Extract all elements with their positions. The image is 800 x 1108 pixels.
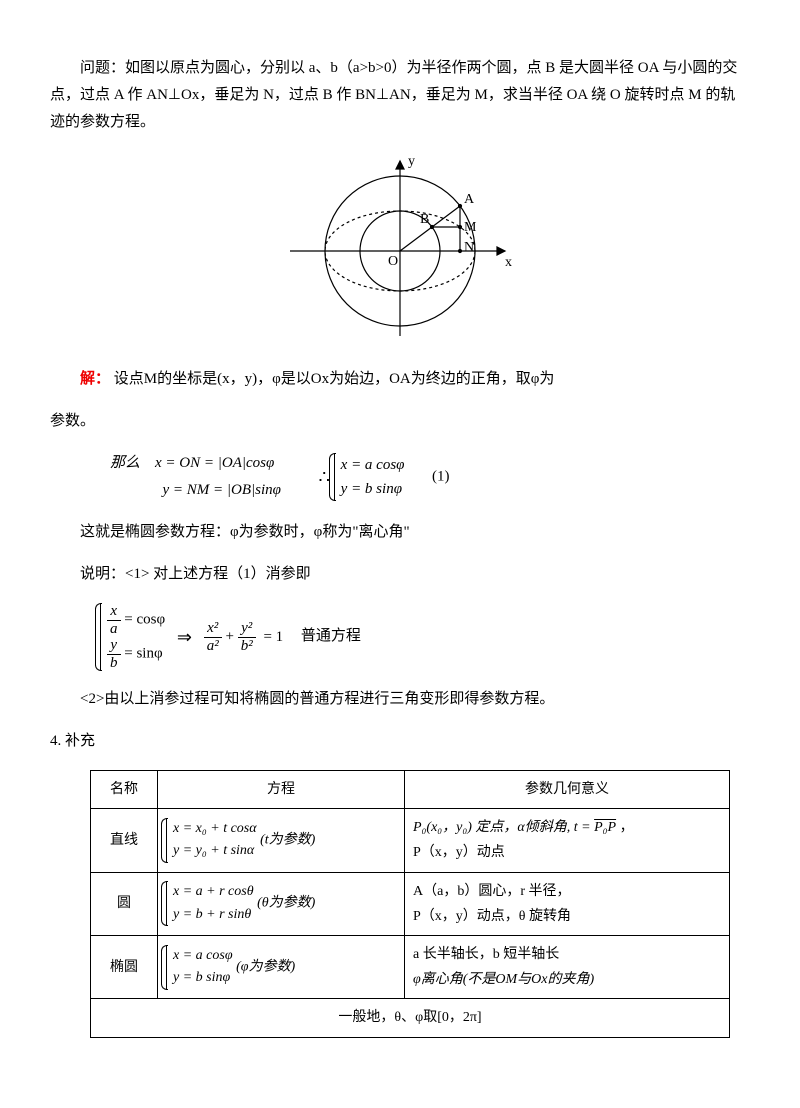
cell-circle-name: 圆 [91, 872, 158, 935]
equation-block-2: xa = cosφ yb = sinφ ⇒ x²a² + y²b² = 1 普通… [100, 603, 750, 671]
problem-statement: 问题：如图以原点为圆心，分别以 a、b（a>b>0）为半径作两个圆，点 B 是大… [50, 55, 750, 136]
solution-intro-tail: 参数。 [50, 408, 750, 435]
cell-ellipse-eq: x = a cosφ y = b sinφ (φ为参数) [158, 935, 405, 998]
cell-ellipse-meaning: a 长半轴长，b 短半轴长 φ离心角(不是OM与Ox的夹角) [405, 935, 730, 998]
supplement-title: 4. 补充 [50, 728, 750, 755]
ordinary-eq-label: 普通方程 [287, 628, 361, 644]
solution-intro: 解： 设点M的坐标是(x，y)，φ是以Ox为始边，OA为终边的正角，取φ为 [50, 366, 750, 393]
table-footer-row: 一般地，θ、φ取[0，2π] [91, 999, 730, 1037]
point-B-label: B [420, 212, 429, 227]
eq-xON: 那么 x = ON = |OA|cosφ [110, 450, 281, 477]
table-header-row: 名称 方程 参数几何意义 [91, 771, 730, 809]
solution-intro-text: 设点M的坐标是(x，y)，φ是以Ox为始边，OA为终边的正角，取φ为 [114, 371, 555, 387]
th-eq: 方程 [158, 771, 405, 809]
origin-label: O [388, 254, 398, 269]
axis-y-label: y [408, 154, 415, 169]
cell-line-meaning: P₀(x₀，y₀) 定点，α倾斜角, t = P₀P ， P（x，y）动点 [405, 809, 730, 872]
solution-label: 解： [80, 371, 110, 387]
cell-circle-meaning: A（a，b）圆心，r 半径， P（x，y）动点，θ 旋转角 [405, 872, 730, 935]
explain-1: 说明：<1> 对上述方程（1）消参即 [50, 561, 750, 588]
axis-x-label: x [505, 255, 512, 270]
point-M-label: M [464, 220, 477, 235]
cell-line-eq: x = x₀ + t cosα y = y₀ + t sinα (t为参数) [158, 809, 405, 872]
sys-row-y: y = b sinφ [341, 477, 405, 501]
cell-line-name: 直线 [91, 809, 158, 872]
arrow-implies: ⇒ [169, 627, 200, 647]
table-row-line: 直线 x = x₀ + t cosα y = y₀ + t sinα (t为参数… [91, 809, 730, 872]
explain-2: <2>由以上消参过程可知将椭圆的普通方程进行三角变形即得参数方程。 [50, 686, 750, 713]
equation-block-1: 那么 x = ON = |OA|cosφ y = NM = |OB|sinφ ∴… [110, 450, 750, 504]
th-name: 名称 [91, 771, 158, 809]
cell-ellipse-name: 椭圆 [91, 935, 158, 998]
point-N-label: N [464, 240, 474, 255]
supplement-table: 名称 方程 参数几何意义 直线 x = x₀ + t cosα y = y₀ +… [90, 770, 730, 1038]
table-row-circle: 圆 x = a + r cosθ y = b + r sinθ (θ为参数) A… [91, 872, 730, 935]
geometry-diagram: y x O A B M N [50, 151, 750, 351]
eq-yNM: y = NM = |OB|sinφ [110, 477, 281, 504]
table-row-ellipse: 椭圆 x = a cosφ y = b sinφ (φ为参数) a 长半轴长，b… [91, 935, 730, 998]
sys-row-x: x = a cosφ [341, 453, 405, 477]
point-A-label: A [464, 192, 475, 207]
eq-tag-1: (1) [432, 468, 450, 484]
table-footer: 一般地，θ、φ取[0，2π] [91, 999, 730, 1037]
ellipse-param-note: 这就是椭圆参数方程：φ为参数时，φ称为"离心角" [50, 519, 750, 546]
th-meaning: 参数几何意义 [405, 771, 730, 809]
cell-circle-eq: x = a + r cosθ y = b + r sinθ (θ为参数) [158, 872, 405, 935]
